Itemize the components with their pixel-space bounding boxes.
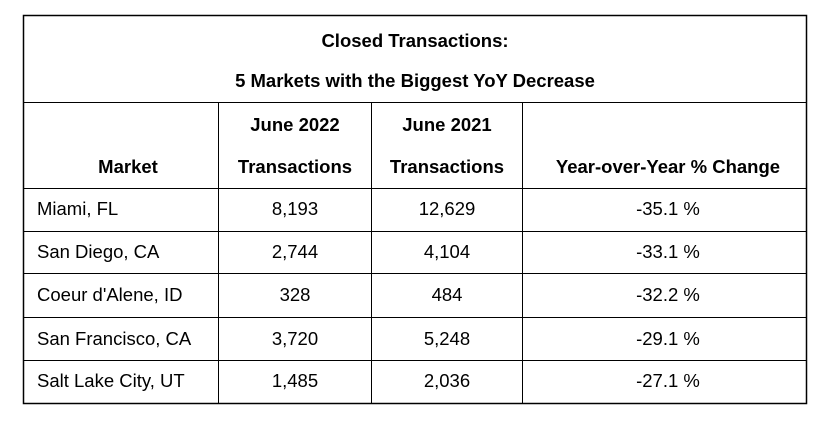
header-cell: Year-over-Year % Change bbox=[556, 156, 780, 177]
value-cell: 2,744 bbox=[272, 241, 318, 262]
value-cell: 4,104 bbox=[424, 241, 470, 262]
market-cell: San Diego, CA bbox=[37, 241, 160, 262]
table-border bbox=[22, 14, 808, 405]
market-cell: San Francisco, CA bbox=[37, 328, 192, 349]
header-cell: June 2022 bbox=[250, 114, 339, 135]
value-cell: -29.1 % bbox=[636, 328, 700, 349]
title: Closed Transactions: bbox=[321, 30, 508, 51]
value-cell: 5,248 bbox=[424, 328, 470, 349]
header-cell: Transactions bbox=[238, 156, 352, 177]
market-cell: Coeur d'Alene, ID bbox=[37, 284, 182, 305]
value-cell: 3,720 bbox=[272, 328, 318, 349]
market-cell: Miami, FL bbox=[37, 198, 118, 219]
value-cell: 328 bbox=[280, 284, 311, 305]
value-cell: 2,036 bbox=[424, 370, 470, 391]
value-cell: 12,629 bbox=[419, 198, 476, 219]
value-cell: 8,193 bbox=[272, 198, 318, 219]
title: 5 Markets with the Biggest YoY Decrease bbox=[235, 70, 595, 91]
value-cell: -27.1 % bbox=[636, 370, 700, 391]
header-cell: Transactions bbox=[390, 156, 504, 177]
value-cell: 484 bbox=[432, 284, 463, 305]
market-cell: Salt Lake City, UT bbox=[37, 370, 185, 391]
value-cell: 1,485 bbox=[272, 370, 318, 391]
header-cell: June 2021 bbox=[402, 114, 491, 135]
value-cell: -35.1 % bbox=[636, 198, 700, 219]
header-cell: Market bbox=[98, 156, 158, 177]
value-cell: -32.2 % bbox=[636, 284, 700, 305]
value-cell: -33.1 % bbox=[636, 241, 700, 262]
